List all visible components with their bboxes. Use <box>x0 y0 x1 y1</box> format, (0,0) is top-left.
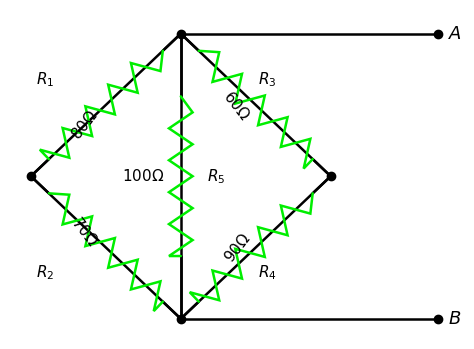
Text: $R_5$: $R_5$ <box>207 167 225 186</box>
Text: $80\Omega$: $80\Omega$ <box>68 107 101 142</box>
Text: $60\Omega$: $60\Omega$ <box>221 88 253 124</box>
Text: $R_1$: $R_1$ <box>36 71 54 89</box>
Text: $R_4$: $R_4$ <box>258 263 277 282</box>
Text: $90\Omega$: $90\Omega$ <box>221 231 253 266</box>
Text: $R_3$: $R_3$ <box>258 71 277 89</box>
Text: $70\Omega$: $70\Omega$ <box>68 214 101 249</box>
Text: $A$: $A$ <box>448 25 462 43</box>
Text: $100\Omega$: $100\Omega$ <box>122 168 164 184</box>
Text: $R_2$: $R_2$ <box>36 263 54 282</box>
Text: $B$: $B$ <box>448 310 462 328</box>
